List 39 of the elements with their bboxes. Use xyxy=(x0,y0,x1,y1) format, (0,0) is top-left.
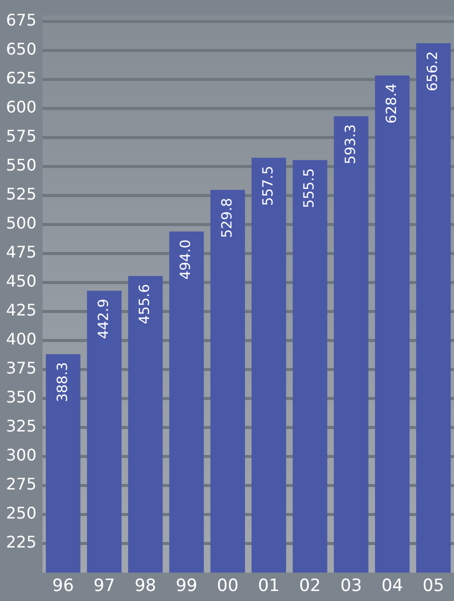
data-label: 555.5 xyxy=(302,168,318,208)
y-tick-label: 250 xyxy=(6,504,37,523)
x-tick-label: 00 xyxy=(216,576,239,596)
x-tick-label: 04 xyxy=(381,576,404,596)
y-tick-label: 500 xyxy=(6,214,37,233)
y-tick-label: 450 xyxy=(6,272,37,291)
y-tick-label: 625 xyxy=(6,68,37,88)
data-label: 442.9 xyxy=(96,298,112,339)
y-tick-label: 525 xyxy=(6,184,37,204)
y-tick-label: 300 xyxy=(6,446,37,465)
x-tick-label: 01 xyxy=(258,576,280,596)
data-label: 494.0 xyxy=(178,239,194,280)
data-label: 388.3 xyxy=(54,362,71,402)
y-tick-label: 550 xyxy=(6,156,37,175)
data-label: 557.5 xyxy=(260,166,276,206)
y-tick-label: 650 xyxy=(6,40,37,59)
x-tick-label: 97 xyxy=(93,576,116,596)
y-tick-label: 475 xyxy=(6,242,37,262)
y-tick-label: 675 xyxy=(6,10,37,30)
data-label: 529.8 xyxy=(219,198,236,238)
y-tick-label: 325 xyxy=(6,416,37,436)
y-tick-label: 575 xyxy=(6,126,37,146)
y-tick-label: 600 xyxy=(6,98,37,117)
x-tick-label: 99 xyxy=(176,576,198,596)
data-label: 455.6 xyxy=(137,284,154,324)
x-tick-label: 03 xyxy=(340,576,362,596)
y-tick-label: 425 xyxy=(6,300,37,320)
x-tick-label: 05 xyxy=(422,576,444,596)
x-tick-label: 96 xyxy=(52,576,74,596)
data-label: 593.3 xyxy=(342,124,359,164)
y-tick-label: 225 xyxy=(6,532,37,552)
y-tick-label: 375 xyxy=(6,358,37,378)
y-tick-label: 400 xyxy=(6,330,37,349)
data-label: 656.2 xyxy=(425,51,442,92)
y-tick-label: 275 xyxy=(6,474,37,494)
x-tick-label: 98 xyxy=(134,576,156,596)
x-tick-label: 02 xyxy=(299,576,321,596)
y-tick-label: 350 xyxy=(6,388,37,407)
data-label: 628.4 xyxy=(384,83,400,124)
